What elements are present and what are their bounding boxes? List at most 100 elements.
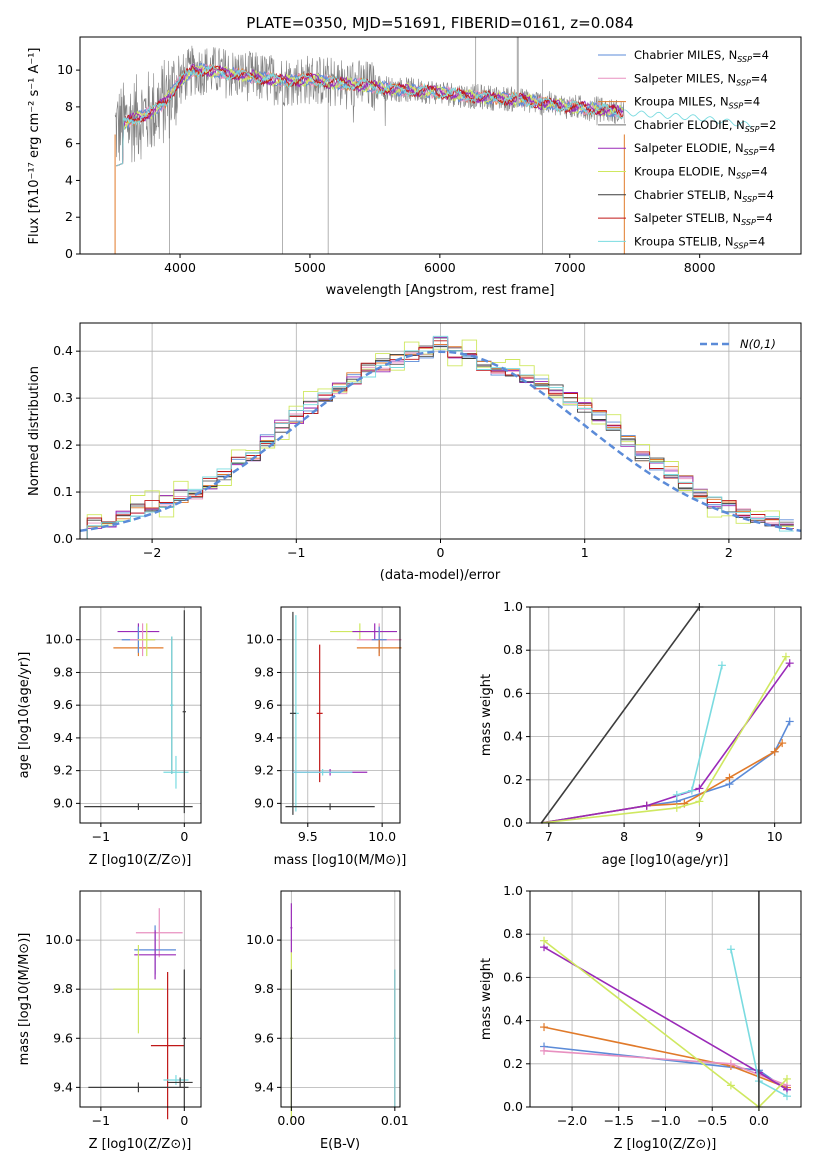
mass-vs-ebv-panel: 0.00 0.01 9.4 9.6 9.8 10.0 E(B-V) — [246, 890, 409, 1152]
model-spectrum-extension — [624, 109, 752, 128]
legend-label-value: =4 — [748, 234, 765, 248]
spectrum-legend-label: Chabrier ELODIE, NSSP=2 — [634, 118, 776, 134]
wZ-series-line — [543, 940, 788, 1109]
spec-ytick-label: 8 — [65, 99, 73, 114]
wAge-series-line — [541, 742, 783, 824]
spec-xtick-label: 6000 — [424, 260, 456, 275]
ageM-ytick-label: 9.2 — [254, 763, 274, 778]
legend-label-main: Chabrier STELIB, N — [634, 188, 742, 202]
mZ-xlabel: Z [log10(Z/Z⊙)] — [89, 1137, 192, 1152]
ageM-xtick-label: 9.5 — [298, 829, 318, 844]
mE-ytick-label: 9.6 — [254, 1030, 274, 1045]
ageZ-ylabel: age [log10(age/yr)] — [17, 652, 32, 779]
wZ-ytick-label: 0.8 — [503, 926, 523, 941]
legend-label-main: Chabrier MILES, N — [634, 48, 737, 62]
resid-xtick-label: −1 — [287, 545, 305, 560]
legend-label-sub: SSP — [736, 172, 751, 181]
age-vs-mass-panel: 9.5 10.0 9.0 9.2 9.4 9.6 9.8 10.0 mass [log10(M… — [246, 606, 407, 868]
resid-ytick-label: 0.0 — [53, 531, 73, 546]
spectrum-legend-label: Salpeter MILES, NSSP=4 — [634, 71, 768, 87]
ageZ-xlabel: Z [log10(Z/Z⊙)] — [89, 853, 192, 868]
legend-label-sub: SSP — [729, 102, 744, 111]
ageM-frame — [280, 606, 401, 824]
weight-vs-metallicity-panel: −2.0 −1.5 −1.0 −0.5 0.0 0.0 0.2 0.4 0.6 0.8 1.0 Z … — [479, 883, 802, 1152]
weight-vs-age-panel: 7 8 9 10 0.0 0.2 0.4 0.6 0.8 1.0 age [log10(age/y… — [479, 599, 802, 868]
wZ-ytick-label: 0.4 — [503, 1013, 523, 1028]
spectrum-title: PLATE=0350, MJD=51691, FIBERID=0161, z=0… — [246, 14, 633, 32]
spectrum-ylabel: Flux [fλ10⁻¹⁷ erg cm⁻² s⁻¹ A⁻¹] — [27, 48, 42, 245]
wZ-ytick-label: 0.6 — [503, 969, 523, 984]
wZ-xtick-label: −1.5 — [604, 1113, 634, 1128]
legend-label-main: Salpeter MILES, N — [634, 71, 736, 85]
resid-ytick-label: 0.4 — [53, 343, 73, 358]
wAge-frame — [529, 606, 802, 824]
wZ-xtick-label: −1.0 — [650, 1113, 680, 1128]
model-spectrum-line — [116, 62, 624, 167]
wAge-ytick-label: 0.2 — [503, 772, 523, 787]
wAge-ytick-label: 0.4 — [503, 729, 523, 744]
wZ-xlabel: Z [log10(Z/Z⊙)] — [614, 1137, 717, 1152]
spec-ytick-label: 10 — [57, 62, 73, 77]
wAge-xtick-label: 8 — [620, 829, 628, 844]
ageZ-xtick-label: 0 — [180, 829, 188, 844]
legend-label-value: =4 — [756, 211, 773, 225]
mZ-ytick-label: 9.6 — [53, 1030, 73, 1045]
legend-label-sub: SSP — [742, 195, 757, 204]
legend-label-sub: SSP — [736, 78, 751, 87]
spectrum-legend-label: Chabrier STELIB, NSSP=4 — [634, 188, 774, 204]
legend-label-main: Kroupa STELIB, N — [634, 234, 734, 248]
wAge-ylabel: mass weight — [479, 674, 494, 756]
ageZ-ytick-label: 9.8 — [53, 664, 73, 679]
ageZ-ytick-label: 9.4 — [53, 730, 73, 745]
legend-label-value: =4 — [751, 165, 768, 179]
wZ-ytick-label: 0.0 — [503, 1099, 523, 1114]
wAge-xtick-label: 10 — [767, 829, 783, 844]
legend-label-value: =4 — [752, 48, 769, 62]
wZ-xtick-label: 0.0 — [749, 1113, 769, 1128]
legend-label-value: =4 — [758, 141, 775, 155]
ageM-ytick-label: 10.0 — [246, 632, 274, 647]
legend-label-sub: SSP — [737, 55, 752, 64]
model-spectrum-line — [116, 63, 624, 167]
wAge-xtick-label: 7 — [545, 829, 553, 844]
spec-ytick-label: 2 — [65, 209, 73, 224]
ageM-ytick-label: 9.8 — [254, 664, 274, 679]
spec-ytick-label: 4 — [65, 172, 73, 187]
legend-label-main: Kroupa ELODIE, N — [634, 165, 736, 179]
wZ-ytick-label: 1.0 — [503, 883, 523, 898]
wAge-xtick-label: 9 — [695, 829, 703, 844]
mE-xtick-label: 0.01 — [381, 1113, 409, 1128]
mZ-ytick-label: 9.8 — [53, 981, 73, 996]
mE-ytick-label: 9.8 — [254, 981, 274, 996]
spectrum-legend-label: Kroupa MILES, NSSP=4 — [634, 95, 760, 111]
resid-ytick-label: 0.3 — [53, 390, 73, 405]
residual-ylabel: Normed distribution — [27, 366, 42, 496]
mZ-xtick-label: −1 — [92, 1113, 110, 1128]
age-vs-metallicity-panel: −1 0 9.0 9.2 9.4 9.6 9.8 10.0 Z [log10(Z/Z⊙)] a… — [17, 606, 202, 868]
model-spectrum-line — [116, 63, 624, 167]
wAge-ytick-label: 0.8 — [503, 642, 523, 657]
spec-xtick-label: 8000 — [684, 260, 716, 275]
spectrum-xlabel: wavelength [Angstrom, rest frame] — [326, 283, 555, 298]
legend-label-main: Kroupa MILES, N — [634, 95, 729, 109]
resid-xtick-label: 2 — [725, 545, 733, 560]
spec-xtick-label: 4000 — [164, 260, 196, 275]
legend-label-value: =4 — [757, 188, 774, 202]
normal-legend-label: N(0,1) — [740, 337, 776, 351]
spectrum-legend-label: Kroupa ELODIE, NSSP=4 — [634, 165, 768, 181]
spectrum-panel: PLATE=0350, MJD=51691, FIBERID=0161, z=0… — [27, 14, 802, 298]
residual-xlabel: (data-model)/error — [380, 568, 501, 583]
mZ-frame — [79, 890, 202, 1108]
ageZ-ytick-label: 9.0 — [53, 795, 73, 810]
mE-ytick-label: 10.0 — [246, 932, 274, 947]
wZ-ylabel: mass weight — [479, 958, 494, 1040]
ageM-ytick-label: 9.6 — [254, 697, 274, 712]
residual-panel: −2 −1 0 1 2 0.0 0.1 0.2 0.3 0.4 (data-model)/erro… — [27, 322, 802, 583]
ageM-xlabel: mass [log10(M/M⊙)] — [274, 853, 407, 868]
wAge-ytick-label: 1.0 — [503, 599, 523, 614]
mE-xlabel: E(B-V) — [320, 1137, 360, 1152]
legend-label-value: =4 — [751, 71, 768, 85]
legend-label-main: Salpeter STELIB, N — [634, 211, 741, 225]
resid-xtick-label: −2 — [143, 545, 161, 560]
